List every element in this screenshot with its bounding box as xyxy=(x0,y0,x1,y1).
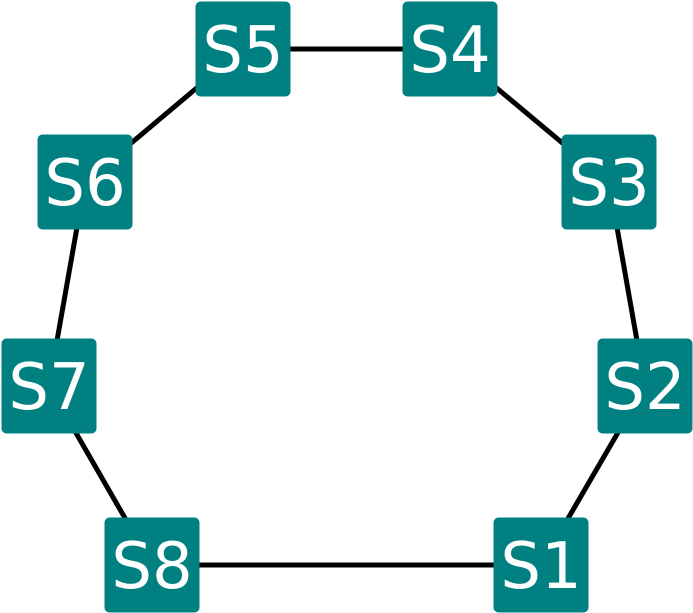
node-label: S3 xyxy=(568,147,649,221)
node-s2: S2 xyxy=(597,338,693,434)
node-label: S8 xyxy=(111,530,192,604)
node-label: S5 xyxy=(202,14,283,88)
node-box xyxy=(561,134,657,230)
node-s8: S8 xyxy=(104,517,200,613)
node-s7: S7 xyxy=(1,338,97,434)
node-box xyxy=(195,1,291,97)
node-label: S4 xyxy=(409,14,490,88)
edges-layer xyxy=(46,46,648,568)
node-s6: S6 xyxy=(37,134,133,230)
node-box xyxy=(1,338,97,434)
node-label: S1 xyxy=(500,530,581,604)
node-label: S2 xyxy=(604,351,685,425)
node-box xyxy=(104,517,200,613)
node-s5: S5 xyxy=(195,1,291,97)
node-s3: S3 xyxy=(561,134,657,230)
node-s1: S1 xyxy=(493,517,589,613)
node-label: S7 xyxy=(8,351,89,425)
node-label: S6 xyxy=(44,147,125,221)
node-box xyxy=(493,517,589,613)
node-box xyxy=(37,134,133,230)
node-s4: S4 xyxy=(402,1,498,97)
node-box xyxy=(402,1,498,97)
node-box xyxy=(597,338,693,434)
